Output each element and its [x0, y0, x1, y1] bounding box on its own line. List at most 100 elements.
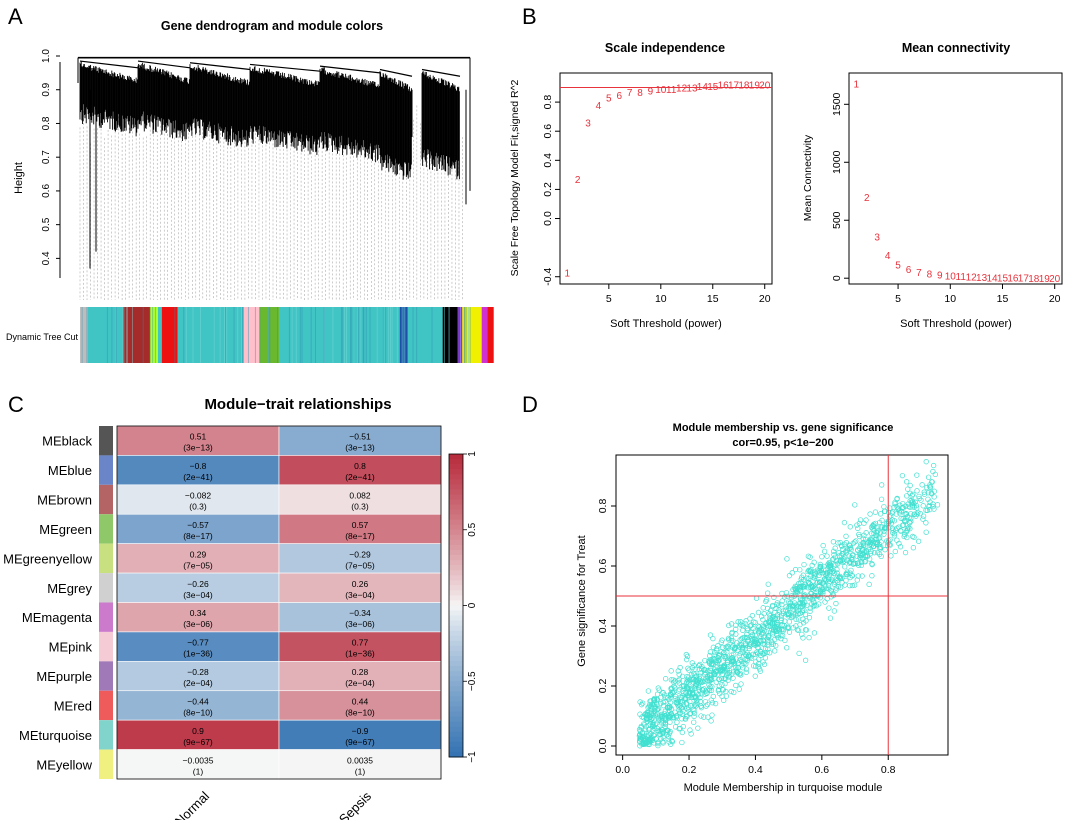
- gene-point: [689, 691, 696, 698]
- gene-point: [934, 502, 941, 508]
- gene-point: [660, 690, 666, 696]
- gene-point: [792, 566, 799, 573]
- dendrogram-y-tick-label: 0.5: [41, 217, 52, 231]
- mean-connectivity-xlabel: Soft Threshold (power): [900, 318, 1012, 330]
- gene-point: [905, 486, 911, 492]
- heatmap-cell: [278, 749, 442, 780]
- gene-point: [687, 727, 693, 733]
- scale-step: [449, 549, 463, 556]
- gene-point: [879, 482, 885, 488]
- heatmap-cell-value: 0.26: [352, 579, 369, 589]
- gene-point: [708, 665, 714, 672]
- scale-step: [449, 590, 463, 596]
- gene-point: [932, 471, 938, 478]
- gene-point: [909, 533, 916, 540]
- gene-point: [813, 586, 819, 592]
- gene-point: [733, 682, 739, 689]
- gene-point: [912, 499, 918, 505]
- gene-point: [842, 564, 848, 570]
- scale-step: [449, 656, 463, 662]
- heatmap-cell-value: 0.29: [190, 549, 207, 559]
- scale-step: [449, 484, 463, 490]
- gene-point: [756, 666, 763, 672]
- dendrogram-merge: [79, 60, 139, 69]
- gene-point: [801, 584, 807, 590]
- gene-point: [781, 594, 788, 600]
- gene-point: [697, 673, 703, 679]
- gene-point: [646, 726, 652, 733]
- color-bar-segment-red: [487, 307, 494, 363]
- gene-point: [923, 529, 929, 535]
- gene-point: [848, 554, 854, 561]
- gene-point: [914, 488, 920, 494]
- scale-tick-label: −0.5: [467, 671, 478, 691]
- power-point-label: 16: [718, 81, 730, 92]
- gene-point: [859, 555, 866, 561]
- gene-point: [740, 646, 746, 653]
- gene-point: [784, 624, 791, 630]
- gene-point: [765, 632, 772, 639]
- gene-point: [832, 579, 838, 585]
- gene-point: [727, 662, 733, 669]
- gene-point: [721, 662, 728, 669]
- gene-point: [858, 562, 864, 569]
- heatmap-cell-pvalue: (1e−36): [345, 649, 375, 659]
- gene-point: [824, 553, 830, 559]
- gene-point: [658, 726, 665, 732]
- gene-point: [855, 547, 861, 554]
- gene-point: [772, 636, 778, 643]
- gene-point: [655, 740, 661, 747]
- color-bar-stripe: [106, 307, 108, 363]
- gene-point: [767, 650, 773, 656]
- y-tick-label: 1500: [831, 92, 843, 116]
- power-point-label: 13: [976, 273, 988, 284]
- gene-point: [800, 572, 806, 578]
- power-point-label: 1: [854, 79, 860, 90]
- gene-point: [749, 612, 756, 619]
- gene-point: [721, 675, 727, 682]
- gene-point: [853, 538, 859, 544]
- gene-point: [733, 631, 739, 637]
- gene-point: [668, 691, 674, 698]
- gene-point: [888, 553, 894, 559]
- gene-point: [916, 493, 922, 500]
- gene-point: [893, 511, 900, 517]
- gene-point: [910, 499, 916, 505]
- gene-point: [756, 626, 763, 632]
- dendrogram-ylabel: Height: [13, 162, 25, 194]
- gene-point: [930, 503, 936, 510]
- gene-point: [638, 723, 644, 730]
- color-bar-segment-turquoise: [407, 307, 443, 363]
- gene-point: [767, 623, 774, 629]
- gene-point: [738, 681, 744, 687]
- gene-point: [763, 620, 769, 626]
- gene-point: [878, 496, 885, 502]
- scale-step: [449, 499, 463, 505]
- scale-step: [449, 519, 463, 526]
- gene-point: [878, 553, 884, 560]
- color-bar-stripe: [357, 307, 359, 363]
- power-point-label: 8: [927, 270, 933, 281]
- heatmap-cell-pvalue: (3e−13): [183, 443, 213, 453]
- gene-point: [684, 685, 691, 691]
- color-bar-stripe: [416, 307, 418, 363]
- heatmap-cell-pvalue: (8e−10): [345, 707, 375, 717]
- gene-point: [831, 608, 838, 614]
- color-bar-stripe: [122, 307, 124, 363]
- scale-step: [449, 534, 463, 541]
- gene-point: [755, 623, 761, 629]
- gene-point: [829, 557, 836, 563]
- gene-point: [756, 624, 762, 630]
- gene-point: [814, 580, 820, 586]
- gene-point: [662, 708, 668, 714]
- gene-point: [866, 581, 872, 587]
- color-bar-segment-grey: [80, 307, 89, 363]
- color-bar-segment-black: [442, 307, 459, 363]
- y-tick-label: 0: [831, 275, 843, 281]
- gene-point: [831, 581, 838, 588]
- gene-point: [837, 558, 843, 564]
- gene-point: [843, 570, 849, 577]
- gene-point: [726, 622, 732, 629]
- gene-point: [736, 686, 742, 692]
- scale-step: [449, 666, 463, 672]
